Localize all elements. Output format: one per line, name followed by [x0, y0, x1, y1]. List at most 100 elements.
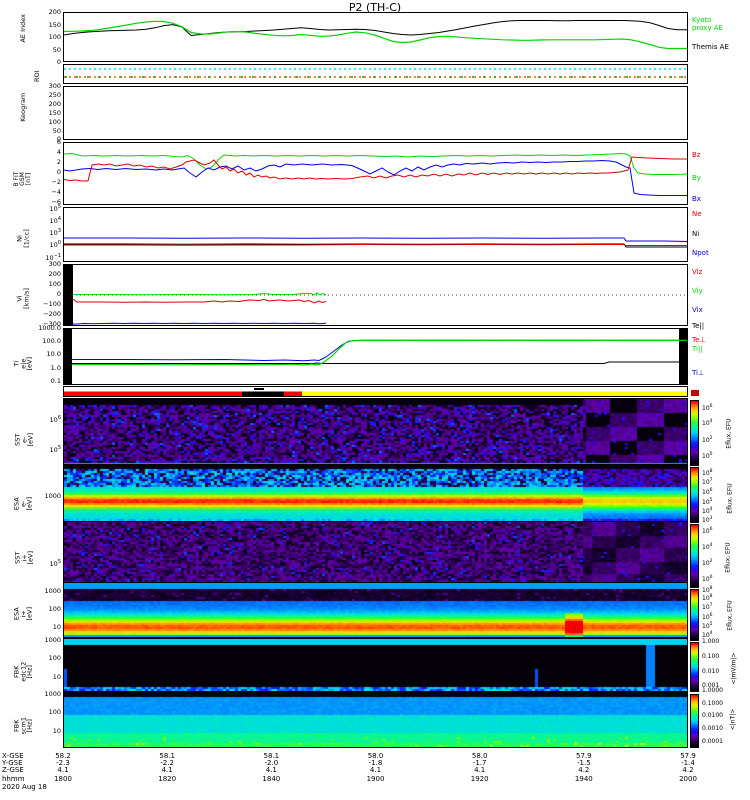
cb5-title: <|mV/m|> — [730, 652, 738, 685]
colorbar-sst-ion — [690, 524, 699, 588]
keogram-ylabel: Keogram — [18, 92, 27, 122]
cb4-title: Eflux, EFU — [726, 600, 734, 631]
cb1-tick-0: 106 — [702, 404, 713, 412]
xaxis-x-gse-5: 57.9 — [576, 752, 592, 760]
xaxis-hhmm-4: 1920 — [470, 775, 489, 783]
vi-yticks: 300 200 100 0 −100 −200 −300 — [43, 260, 61, 328]
cb2-tick-4: 104 — [702, 507, 713, 515]
cb1-tick-1: 104 — [702, 419, 713, 427]
vi-traces — [64, 265, 687, 325]
xaxis-hhmm-2: 1840 — [262, 775, 281, 783]
legend-themis-ae: Themis AE — [692, 43, 729, 51]
cb4-tick-0: 108 — [702, 586, 713, 594]
b-fit-ylabel: B FIT GSM [nT] — [13, 171, 32, 187]
legend-bz: Bz — [692, 151, 701, 159]
legend-viy: Viy — [692, 287, 703, 295]
panel-b-fit — [63, 142, 688, 205]
legend-bx: Bx — [692, 195, 701, 203]
esa-i-yticks: 1000 100 10 — [44, 587, 61, 631]
cb4-tick-3: 106 — [702, 613, 713, 621]
cb2-tick-2: 106 — [702, 488, 713, 496]
panel-vi — [63, 264, 688, 326]
panel-ae-index — [63, 12, 688, 62]
xaxis-hhmm-3: 1900 — [366, 775, 385, 783]
xaxis-date-label: 2020 Aug 18 — [2, 783, 47, 791]
xaxis-y-gse-6: -1.4 — [681, 759, 695, 767]
cb3-tick-3: 100 — [702, 575, 713, 583]
cb5-tick-3: 0.001 — [702, 682, 720, 689]
mode-bar — [64, 387, 687, 396]
cb2-tick-0: 108 — [702, 469, 713, 477]
cb4-tick-1: 108 — [702, 594, 713, 602]
panel-ni — [63, 207, 688, 262]
xaxis-hhmm-0: 1800 — [54, 775, 72, 783]
legend-te-perp: Te⊥ — [692, 336, 706, 344]
vi-ylabel: Vi [km/s] — [15, 288, 31, 309]
esa-e-ylabel: ESA e- [eV] — [12, 496, 34, 511]
xaxis-x-gse-6: 57.9 — [680, 752, 696, 760]
esa-electron-spectrogram — [64, 465, 687, 526]
xaxis-y-gse-3: -1.8 — [368, 759, 383, 767]
roi-markers — [64, 68, 687, 78]
cb6-title: <|nT|> — [729, 708, 737, 731]
fbk-edc12-spectrogram — [64, 639, 687, 691]
ti-ylabel: Ti e|e [eV] — [12, 356, 34, 371]
panel-fbk-edc12 — [63, 638, 688, 692]
xaxis-z-gse-6: 4.2 — [682, 766, 694, 774]
colorbar-esa-ion — [690, 589, 699, 641]
cb4-tick-2: 107 — [702, 603, 713, 611]
xaxis-z-gse-1: 4.1 — [161, 766, 173, 774]
xaxis-z-gse-3: 4.1 — [369, 766, 382, 774]
legend-by: By — [692, 174, 701, 182]
panel-esa-ion — [63, 582, 688, 638]
fbk-b-yticks: 1000 100 10 — [44, 690, 61, 735]
cb6-tick-4: 0.0001 — [702, 738, 723, 745]
xaxis-z-gse-0: 4.1 — [57, 766, 69, 774]
keogram-yticks: 300 250 200 150 100 50 0 — [48, 82, 61, 143]
xaxis-y-gse-0: -2.3 — [56, 759, 70, 767]
xaxis-z-gse-2: 4.1 — [265, 766, 277, 774]
cb3-tick-1: 104 — [702, 543, 713, 551]
panel-fbk-scm1 — [63, 692, 688, 748]
b-fit-yticks: 6 4 2 0 −2 −4 −6 — [51, 138, 61, 206]
cb1-tick-3: 100 — [702, 452, 713, 460]
cb6-tick-3: 0.0010 — [702, 725, 723, 732]
ti-yticks: 1000.0 100.0 10.0 1.0 0.1 — [38, 324, 61, 385]
cb3-tick-0: 106 — [702, 527, 713, 535]
ae-index-traces — [64, 20, 687, 50]
esa-e-yticks: 1000 — [44, 492, 61, 500]
xaxis-hhmm-6: 2000 — [679, 775, 697, 783]
xaxis-hhmm-1: 1820 — [158, 775, 177, 783]
sst-i-yticks: 105 — [49, 559, 61, 569]
cb6-tick-2: 0.0100 — [702, 712, 723, 719]
cb1-tick-2: 102 — [702, 436, 713, 444]
sst-i-ylabel: SST i+ [eV] — [13, 550, 35, 565]
cb2-title: Eflux, EFU — [726, 483, 734, 514]
panel-esa-electron — [63, 464, 688, 527]
colorbar-sst-electron — [690, 400, 699, 466]
esa-ion-spectrogram — [64, 583, 687, 637]
panel-sst-ion — [63, 521, 688, 588]
colorbar-fbk-edc12 — [690, 642, 699, 692]
cb2-tick-3: 105 — [702, 498, 713, 506]
cb2-tick-5: 103 — [702, 516, 713, 524]
ae-index-ylabel: AE Index — [18, 14, 27, 43]
sst-e-yticks: 106 105 — [49, 415, 61, 455]
cb3-title: Eflux, EFU — [724, 542, 732, 573]
fbk-b-ylabel: FBK scm1 [Hz] — [12, 717, 34, 735]
legend-viz: Viz — [692, 268, 703, 276]
xaxis-row-label-hhmm: hhmm — [2, 775, 25, 783]
xaxis-z-gse-5: 4.2 — [578, 766, 590, 774]
cb2-tick-1: 107 — [702, 478, 713, 486]
b-fit-traces — [64, 152, 687, 196]
colorbar-fbk-scm1 — [690, 694, 699, 748]
xaxis-y-gse-4: -1.7 — [472, 759, 487, 767]
sst-e-ylabel: SST e- [eV] — [13, 432, 35, 447]
legend-ti-perp: Ti⊥ — [692, 369, 705, 377]
colorbar-esa-electron — [690, 467, 699, 523]
ae-index-yticks: 200 150 100 50 0 — [48, 8, 61, 66]
xaxis-x-gse-3: 58.0 — [367, 752, 384, 760]
page-title: P2 (TH-C) — [348, 1, 402, 14]
cb3-tick-2: 102 — [702, 559, 713, 567]
